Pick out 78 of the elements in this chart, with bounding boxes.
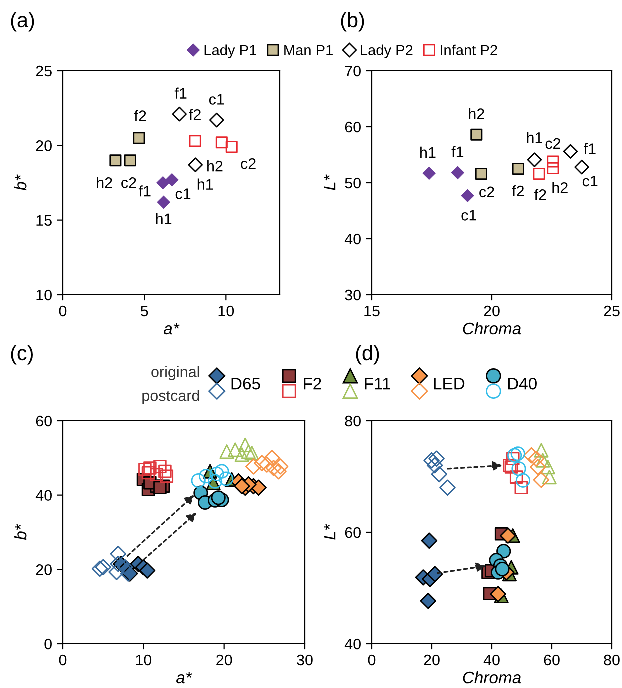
chart-title: (c) xyxy=(11,345,33,365)
data-label: h1 xyxy=(420,146,436,158)
x-tick-label: 80 xyxy=(604,654,620,666)
chart-title: (a) xyxy=(11,12,34,32)
data-label: f1 xyxy=(452,146,464,158)
data-label: f2 xyxy=(134,110,146,122)
x-tick-label: 0 xyxy=(59,306,67,317)
y-tick-label: 60 xyxy=(36,416,52,427)
x-tick-label: 0 xyxy=(59,654,67,666)
y-tick-label: 30 xyxy=(345,290,361,301)
y-axis-title: L* xyxy=(324,524,336,540)
legend-label: Lady P2 xyxy=(361,44,413,58)
legend-label: Man P1 xyxy=(284,45,333,56)
x-tick-label: 25 xyxy=(604,306,620,317)
y-tick-label: 0 xyxy=(44,638,52,650)
x-tick-label: 30 xyxy=(297,654,313,666)
data-label: f2 xyxy=(512,186,524,197)
x-tick-label: 10 xyxy=(136,654,152,666)
y-tick-label: 40 xyxy=(344,234,361,245)
data-label: h1 xyxy=(156,213,172,224)
y-tick-label: 15 xyxy=(36,215,52,226)
y-tick-label: 25 xyxy=(36,66,52,77)
x-tick-label: 15 xyxy=(364,306,380,317)
data-label: c1 xyxy=(176,188,191,200)
data-label: h1 xyxy=(527,132,542,144)
y-axis-title: L* xyxy=(324,174,336,190)
legend-label: Infant P2 xyxy=(441,44,498,56)
y-tick-label: 40 xyxy=(36,490,52,502)
legend-label: Lady P1 xyxy=(204,44,256,58)
x-axis-title: a* xyxy=(164,323,180,335)
text: original xyxy=(152,366,200,380)
y-tick-label: 80 xyxy=(345,416,361,427)
data-label: f2 xyxy=(189,109,201,120)
x-tick-label: 5 xyxy=(140,306,148,317)
data-label: c2 xyxy=(122,177,136,188)
data-label: c1 xyxy=(462,210,476,221)
y-tick-label: 10 xyxy=(36,290,52,301)
data-label: f2 xyxy=(534,189,546,200)
data-label: c2 xyxy=(241,158,256,170)
x-axis-title: Chroma xyxy=(463,322,522,335)
x-tick-label: 40 xyxy=(484,654,500,666)
y-tick-label: 70 xyxy=(345,66,361,77)
y-tick-label: 50 xyxy=(345,178,361,189)
chart-title: (d) xyxy=(356,345,380,365)
legend-label: F11 xyxy=(365,378,390,390)
data-label: f1 xyxy=(138,186,151,197)
x-tick-label: 0 xyxy=(368,654,376,666)
data-label: h2 xyxy=(552,182,568,194)
data-label: h2 xyxy=(469,108,484,120)
data-label: c1 xyxy=(209,94,224,105)
legend-label: D40 xyxy=(508,378,537,390)
data-label: c1 xyxy=(582,176,598,187)
x-tick-label: 20 xyxy=(484,306,500,317)
data-label: c2 xyxy=(546,138,560,150)
data-label: f1 xyxy=(584,143,596,154)
data-label: h1 xyxy=(198,178,214,190)
data-label: h2 xyxy=(97,177,112,188)
x-tick-label: 60 xyxy=(544,654,560,666)
x-tick-label: 20 xyxy=(424,654,440,666)
data-label: f1 xyxy=(174,88,187,99)
x-tick-label: 10 xyxy=(218,306,234,317)
y-tick-label: 60 xyxy=(345,527,361,538)
data-label: h2 xyxy=(208,160,223,172)
y-axis-title: b* xyxy=(14,174,27,191)
y-axis-title: b* xyxy=(14,524,27,540)
y-tick-label: 20 xyxy=(36,564,52,576)
y-tick-label: 20 xyxy=(36,140,52,152)
text: postcard xyxy=(142,390,200,404)
x-axis-title: Chroma xyxy=(463,671,522,684)
y-tick-label: 60 xyxy=(345,122,361,133)
x-tick-label: 20 xyxy=(216,654,232,666)
y-tick-label: 40 xyxy=(344,638,361,650)
chart-title: (b) xyxy=(341,12,364,32)
legend-label: F2 xyxy=(304,378,322,390)
x-axis-title: a* xyxy=(176,672,192,684)
legend-label: LED xyxy=(434,378,465,390)
legend-label: D65 xyxy=(232,378,260,390)
data-label: c2 xyxy=(480,186,494,198)
